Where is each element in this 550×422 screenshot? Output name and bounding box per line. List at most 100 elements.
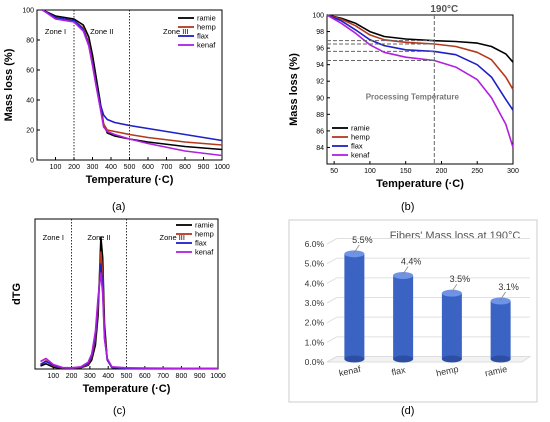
bar-base-flax bbox=[393, 355, 414, 363]
bar-base-kenaf bbox=[344, 355, 365, 363]
y-tick-label: 92 bbox=[316, 79, 324, 86]
data-label-leader bbox=[499, 291, 506, 302]
panel-d-chart: Fibers' Mass loss at 190°C 0.0% 1.0% 2.0% 3.… bbox=[288, 219, 538, 417]
legend-label-flax: flax bbox=[197, 32, 209, 41]
x-tick-label: 100 bbox=[364, 168, 376, 175]
zone-label: Zone III bbox=[160, 233, 185, 242]
y-axis-label: dTG bbox=[11, 283, 23, 305]
series-line-ramie bbox=[326, 14, 514, 63]
bar-top-ramie bbox=[490, 297, 511, 305]
zone-label: Zone III bbox=[163, 27, 188, 36]
y-tick-label: 2.0% bbox=[305, 318, 325, 328]
x-tick-label: 100 bbox=[50, 164, 62, 171]
x-axis-label: Temperature (·C) bbox=[86, 174, 174, 186]
category-label-hemp: hemp bbox=[435, 364, 459, 378]
x-tick-label: 1000 bbox=[214, 164, 230, 171]
y-tick-label: 84 bbox=[316, 145, 324, 152]
grid-depth bbox=[326, 297, 338, 304]
panel-b-label: (b) bbox=[401, 201, 414, 213]
bar-base-ramie bbox=[490, 355, 511, 363]
series-line-kenaf bbox=[42, 9, 223, 157]
legend-label-kenaf: kenaf bbox=[197, 41, 216, 50]
x-tick-label: 600 bbox=[142, 164, 154, 171]
category-label-kenaf: kenaf bbox=[338, 364, 362, 378]
series-line-flax bbox=[40, 263, 218, 370]
x-tick-label: 500 bbox=[121, 373, 133, 380]
processing-temperature-label: Processing Temperature bbox=[366, 92, 460, 101]
bar-base-hemp bbox=[441, 355, 462, 363]
annotation-190c: 190°C bbox=[430, 4, 458, 15]
series-line-flax bbox=[42, 9, 223, 142]
x-tick-label: 300 bbox=[507, 168, 519, 175]
legend-label-flax: flax bbox=[195, 239, 207, 248]
y-tick-label: 1.0% bbox=[305, 337, 325, 347]
panel-c-label: (c) bbox=[113, 405, 126, 417]
legend-label-hemp: hemp bbox=[351, 133, 370, 142]
zone-label: Zone I bbox=[43, 233, 64, 242]
x-tick-label: 400 bbox=[102, 373, 114, 380]
bar-hemp bbox=[441, 293, 462, 359]
x-tick-label: 250 bbox=[471, 168, 483, 175]
y-tick-label: 4.0% bbox=[305, 278, 325, 288]
zone-label: Zone II bbox=[87, 233, 110, 242]
x-tick-label: 500 bbox=[124, 164, 136, 171]
zone-label: Zone I bbox=[45, 27, 66, 36]
legend-label-flax: flax bbox=[351, 142, 363, 151]
data-label-leader bbox=[450, 283, 458, 294]
y-tick-label: 96 bbox=[316, 46, 324, 53]
legend-label-ramie: ramie bbox=[197, 14, 216, 23]
x-tick-label: 800 bbox=[179, 164, 191, 171]
legend-label-hemp: hemp bbox=[195, 230, 214, 239]
x-tick-label: 1000 bbox=[210, 373, 226, 380]
y-tick-label: 40 bbox=[26, 98, 34, 105]
legend-label-hemp: hemp bbox=[197, 23, 216, 32]
series-line-ramie bbox=[40, 236, 218, 370]
bar-chart-title: Fibers' Mass loss at 190°C bbox=[390, 230, 521, 242]
panel-c-chart: 100 200 300 400 500 600 700 800 900 1000 Temperatu… bbox=[11, 218, 226, 417]
x-tick-label: 300 bbox=[87, 164, 99, 171]
x-tick-label: 100 bbox=[47, 373, 59, 380]
series-line-kenaf bbox=[40, 272, 218, 370]
y-tick-label: 86 bbox=[316, 128, 324, 135]
bar-top-hemp bbox=[441, 289, 462, 297]
x-tick-label: 700 bbox=[161, 164, 173, 171]
y-tick-label: 0.0% bbox=[305, 357, 325, 367]
y-tick-label: 98 bbox=[316, 29, 324, 36]
bar-kenaf bbox=[344, 253, 365, 359]
legend-label-ramie: ramie bbox=[351, 124, 370, 133]
x-tick-label: 800 bbox=[176, 373, 188, 380]
y-tick-label: 3.0% bbox=[305, 298, 325, 308]
panel-a-chart: 100 200 300 400 500 600 700 800 900 1000 0 20 40 60 80… bbox=[3, 8, 230, 214]
bar-top-flax bbox=[393, 271, 414, 279]
panel-d-label: (d) bbox=[401, 405, 414, 417]
y-tick-label: 100 bbox=[22, 8, 34, 15]
data-label-hemp: 3.5% bbox=[450, 274, 471, 284]
data-label-ramie: 3.1% bbox=[498, 282, 519, 292]
x-axis-label: Temperature (·C) bbox=[83, 383, 171, 395]
legend-label-kenaf: kenaf bbox=[351, 151, 370, 160]
grid-depth bbox=[326, 336, 338, 343]
grid-depth bbox=[326, 257, 338, 265]
x-tick-label: 900 bbox=[194, 373, 206, 380]
series-line-hemp bbox=[326, 14, 514, 90]
y-tick-label: 20 bbox=[26, 128, 34, 135]
category-label-ramie: ramie bbox=[484, 364, 508, 378]
legend-label-kenaf: kenaf bbox=[195, 248, 214, 257]
series-line-flax bbox=[326, 14, 514, 111]
x-tick-label: 300 bbox=[84, 373, 96, 380]
y-tick-label: 100 bbox=[312, 13, 324, 20]
x-axis-label: Temperature (·C) bbox=[376, 178, 464, 190]
x-tick-label: 900 bbox=[198, 164, 210, 171]
panel-a-plot: 100 200 300 400 500 600 700 800 900 1000 0 20 40 60 80… bbox=[3, 8, 230, 187]
panel-d-plot: Fibers' Mass loss at 190°C 0.0% 1.0% 2.0% 3.… bbox=[288, 219, 538, 403]
panel-b-plot: 50 100 150 200 250 3008486889092949698100Temp… bbox=[288, 4, 519, 190]
category-label-flax: flax bbox=[391, 365, 407, 378]
x-tick-label: 700 bbox=[157, 373, 169, 380]
panel-c-plot: 100 200 300 400 500 600 700 800 900 1000 Temperatu… bbox=[11, 218, 226, 395]
data-label-leader bbox=[353, 244, 360, 255]
series-line-hemp bbox=[40, 251, 218, 370]
y-tick-label: 60 bbox=[26, 68, 34, 75]
y-tick-label: 6.0% bbox=[305, 239, 325, 249]
series-line-kenaf bbox=[326, 14, 514, 148]
x-tick-label: 200 bbox=[436, 168, 448, 175]
